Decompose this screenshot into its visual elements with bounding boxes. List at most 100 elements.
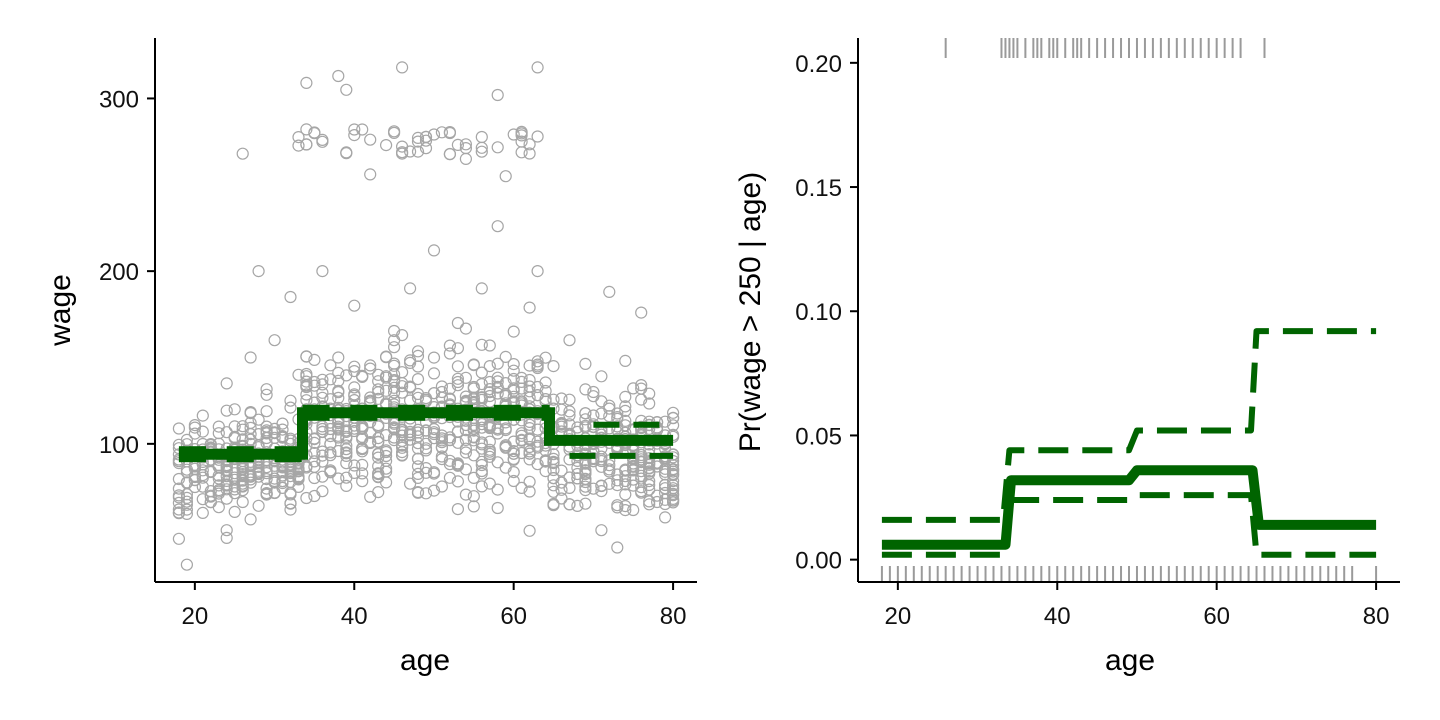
scatter-point <box>348 123 361 136</box>
band-segment <box>398 404 426 421</box>
scatter-point <box>587 409 600 422</box>
scatter-point <box>308 455 321 468</box>
band-segment <box>302 404 330 421</box>
x-tick-label: 60 <box>1203 603 1230 630</box>
x-tick-label: 80 <box>660 603 687 630</box>
scatter-point <box>595 407 608 420</box>
scatter-point <box>427 426 441 439</box>
scatter-point <box>643 495 656 508</box>
scatter-point <box>499 441 512 454</box>
scatter-point <box>523 433 536 446</box>
scatter-point <box>635 382 648 395</box>
scatter-point <box>284 461 297 474</box>
scatter-point <box>643 457 656 470</box>
scatter-point <box>619 390 632 403</box>
scatter-point <box>404 282 417 295</box>
scatter-point <box>619 470 632 483</box>
scatter-point <box>523 373 536 387</box>
scatter-point <box>332 429 345 442</box>
scatter-point <box>635 379 648 392</box>
scatter-point <box>324 464 337 477</box>
scatter-point <box>188 427 201 440</box>
scatter-point <box>252 467 265 480</box>
scatter-point <box>388 357 401 370</box>
scatter-point <box>260 424 273 437</box>
scatter-point <box>491 501 504 515</box>
scatter-point <box>619 414 632 427</box>
scatter-point <box>515 434 528 447</box>
scatter-point <box>459 390 472 403</box>
scatter-point <box>380 371 393 384</box>
x-tick-label: 20 <box>885 603 912 630</box>
y-tick-label: 100 <box>99 432 139 459</box>
axes: 20 40 60 80 0.00 0.05 0.10 0.15 0.20 <box>795 38 1400 630</box>
scatter-point <box>348 381 361 394</box>
scatter-point <box>396 441 409 454</box>
scatter-point <box>435 450 448 463</box>
scatter-point <box>531 439 544 452</box>
scatter-point <box>666 406 680 419</box>
scatter-point <box>451 316 464 330</box>
scatter-point <box>666 412 680 425</box>
scatter-point <box>619 404 632 417</box>
scatter-point <box>356 370 369 383</box>
scatter-point <box>300 76 313 90</box>
scatter-point <box>603 285 616 298</box>
scatter-point <box>196 464 209 477</box>
scatter-point <box>507 435 520 448</box>
scatter-point <box>547 479 560 492</box>
scatter-point <box>531 265 544 278</box>
scatter-point <box>220 470 233 483</box>
scatter-point <box>523 138 536 151</box>
scatter-point <box>284 401 297 414</box>
scatter-point <box>619 354 632 367</box>
scatter-point <box>427 432 441 445</box>
scatter-point <box>658 486 672 500</box>
scatter-point <box>292 470 305 483</box>
scatter-point <box>172 496 185 509</box>
scatter-point <box>467 424 480 437</box>
scatter-point <box>555 418 568 431</box>
scatter-point <box>571 421 584 434</box>
scatter-point <box>563 405 576 418</box>
scatter-point <box>372 419 385 432</box>
x-axis-title: age <box>1105 644 1155 677</box>
scatter-point <box>196 506 209 520</box>
scatter-point <box>427 244 441 257</box>
scatter-point <box>531 355 544 368</box>
scatter-point <box>411 131 425 144</box>
scatter-point <box>340 425 353 438</box>
scatter-point <box>372 451 385 464</box>
scatter-point <box>196 493 209 506</box>
band-segment <box>493 404 521 421</box>
scatter-point <box>563 481 576 494</box>
scatter-point <box>220 377 233 390</box>
scatter-point <box>475 455 488 468</box>
scatter-point <box>547 452 560 465</box>
scatter-point <box>324 359 337 372</box>
scatter-point <box>467 490 480 503</box>
scatter-point <box>435 480 448 493</box>
scatter-point <box>340 479 353 492</box>
scatter-point <box>491 220 504 233</box>
scatter-point <box>332 351 345 364</box>
scatter-point <box>364 133 377 146</box>
scatter-point <box>236 484 249 497</box>
y-axis-title: Pr(wage > 250 | age) <box>734 172 767 452</box>
scatter-point <box>491 375 504 388</box>
scatter-point <box>244 421 257 434</box>
x-tick-label: 80 <box>1363 603 1390 630</box>
scatter-point <box>236 480 249 493</box>
scatter-point <box>443 382 456 395</box>
scatter-point <box>356 467 369 480</box>
scatter-point <box>316 445 329 458</box>
scatter-point <box>523 453 536 466</box>
scatter-point <box>404 433 417 446</box>
scatter-point <box>316 449 329 462</box>
scatter-point <box>627 503 640 517</box>
scatter-point <box>260 461 273 474</box>
scatter-point <box>443 471 456 484</box>
scatter-point <box>419 466 433 479</box>
scatter-point <box>483 360 496 373</box>
scatter-point <box>419 487 433 500</box>
